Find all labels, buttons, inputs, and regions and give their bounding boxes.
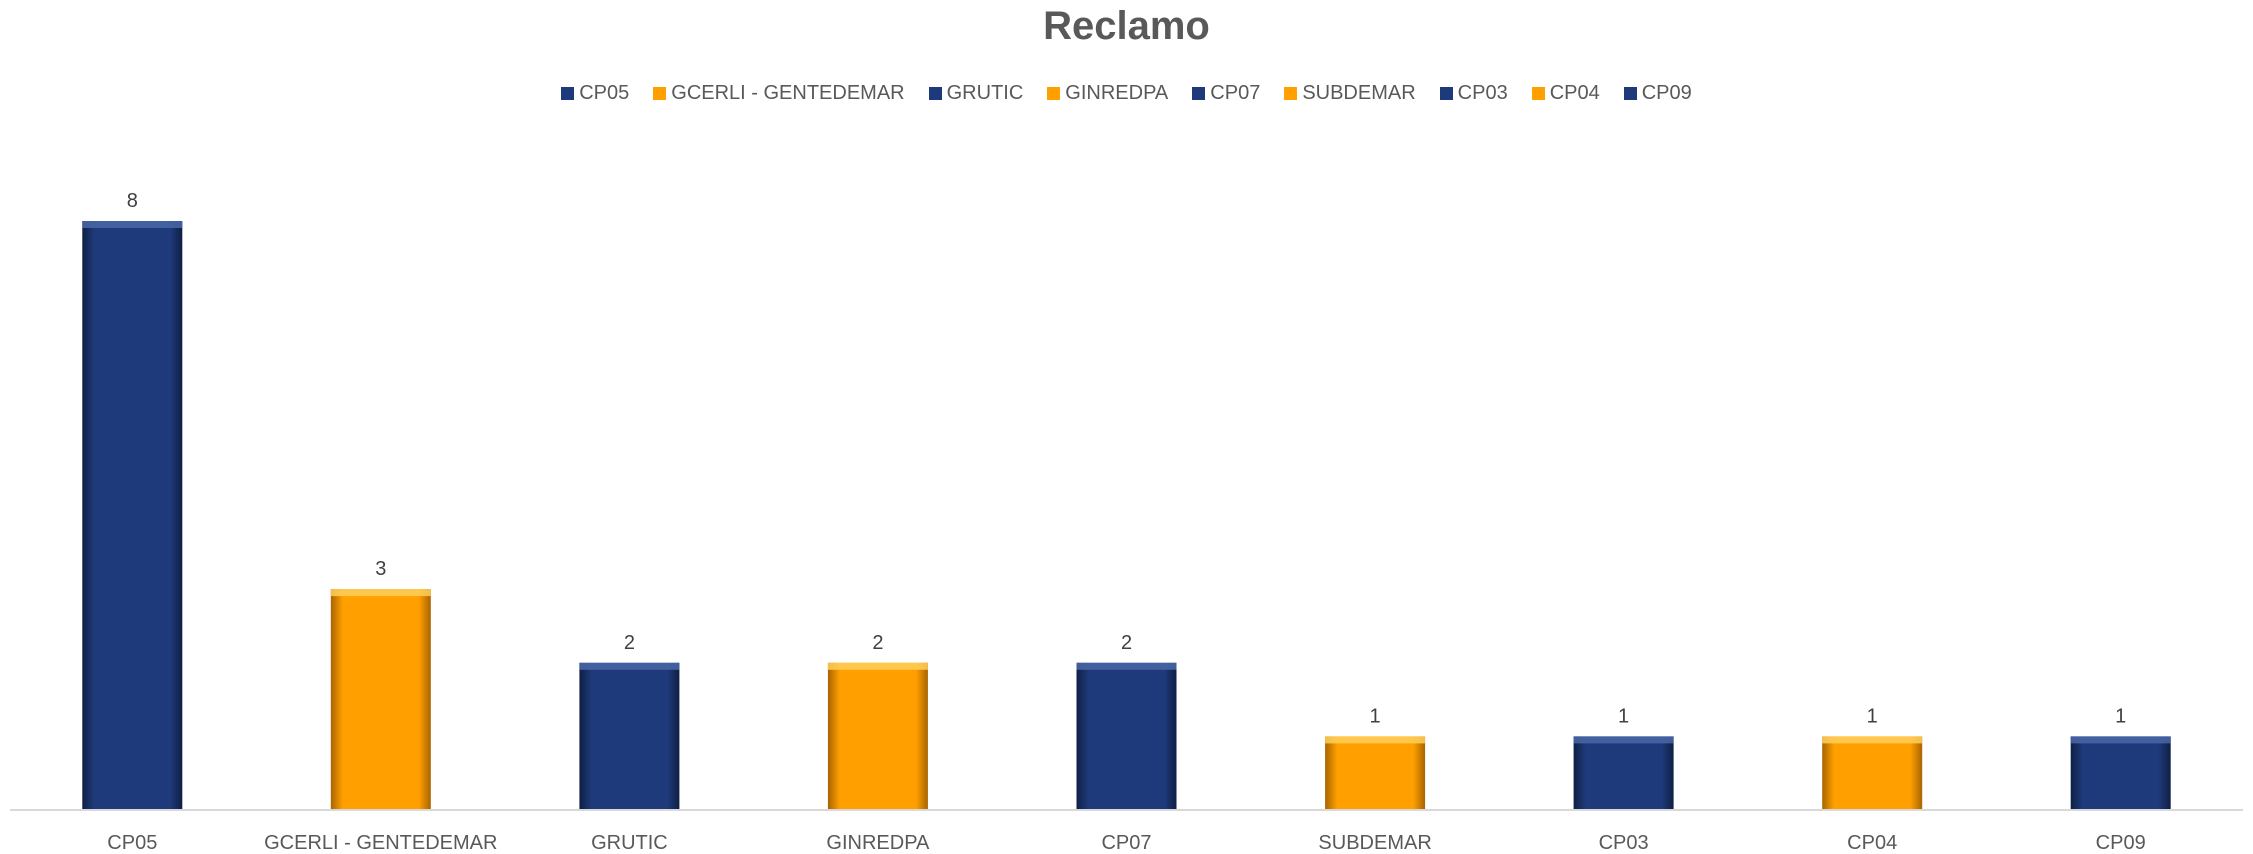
data-label: 1 (2115, 705, 2126, 727)
legend-item: CP09 (1623, 82, 1692, 105)
legend-swatch (653, 87, 667, 100)
legend-item: SUBDEMAR (1284, 82, 1416, 105)
bar-cp07 (1076, 662, 1177, 811)
legend-label: GRUTIC (946, 82, 1024, 104)
legend-item: CP05 (561, 82, 629, 105)
x-tick-label: GCERLI - GENTEDEMAR (264, 832, 497, 854)
legend-label: CP03 (1457, 82, 1508, 104)
data-label: 1 (1867, 705, 1878, 727)
legend-label: CP07 (1210, 82, 1261, 104)
bar-bevel (82, 221, 183, 228)
legend-item: GINREDPA (1047, 82, 1168, 105)
data-label: 3 (375, 558, 386, 580)
bar-bevel (579, 662, 680, 670)
legend-swatch (1531, 87, 1545, 100)
x-tick-label: GINREDPA (826, 832, 930, 854)
bar-cp03 (1573, 736, 1674, 810)
legend-swatch (1192, 87, 1206, 100)
legend-label: GCERLI - GENTEDEMAR (671, 82, 905, 104)
bar-gcerli-gentedemar (330, 589, 431, 810)
bar-bevel (827, 662, 928, 670)
x-tick-label: SUBDEMAR (1318, 832, 1431, 854)
bar-bevel (1325, 736, 1426, 744)
legend-label: CP04 (1549, 82, 1600, 104)
x-tick-label: GRUTIC (591, 832, 668, 854)
x-tick-label: CP07 (1101, 832, 1151, 854)
data-label: 2 (1121, 632, 1132, 654)
legend-item: CP03 (1439, 82, 1508, 105)
bar-bevel (330, 589, 431, 597)
x-tick-label: CP05 (107, 832, 157, 854)
legend-label: CP09 (1641, 82, 1692, 104)
legend-item: GCERLI - GENTEDEMAR (653, 82, 905, 105)
bar-ginredpa (827, 662, 928, 811)
legend-swatch (1284, 87, 1298, 100)
bar-bevel (2070, 736, 2171, 744)
legend-swatch (1047, 87, 1061, 100)
legend-label: GINREDPA (1065, 82, 1169, 104)
legend-swatch (561, 87, 575, 100)
legend-item: GRUTIC (928, 82, 1024, 105)
legend: CP05 GCERLI - GENTEDEMAR GRUTIC GINREDPA CP0… (0, 82, 2253, 105)
legend-swatch (1623, 87, 1637, 100)
x-tick-label: CP03 (1599, 832, 1649, 854)
legend-swatch (928, 87, 942, 100)
legend-item: CP07 (1192, 82, 1260, 105)
data-label: 1 (1370, 705, 1381, 727)
data-label: 2 (872, 632, 883, 654)
bar-subdemar (1325, 736, 1426, 810)
data-label: 2 (624, 632, 635, 654)
data-label: 1 (1618, 705, 1629, 727)
bar-cp05 (82, 221, 183, 810)
bar-bevel (1822, 736, 1923, 744)
x-tick-label: CP09 (2096, 832, 2146, 854)
data-label: 8 (127, 190, 138, 212)
x-tick-label: CP04 (1847, 832, 1897, 854)
bar-bevel (1076, 662, 1177, 670)
chart-title: Reclamo (1043, 4, 1210, 48)
bar-cp09 (2070, 736, 2171, 810)
legend-item: CP04 (1531, 82, 1600, 105)
bar-bevel (1573, 736, 1674, 744)
bar-grutic (579, 662, 680, 811)
legend-label: SUBDEMAR (1302, 82, 1416, 104)
bar-cp04 (1822, 736, 1923, 810)
legend-label: CP05 (579, 82, 630, 104)
legend-swatch (1439, 87, 1453, 100)
